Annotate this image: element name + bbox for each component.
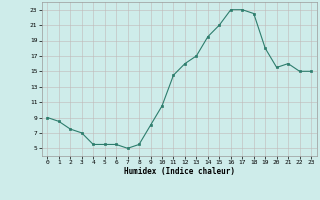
- X-axis label: Humidex (Indice chaleur): Humidex (Indice chaleur): [124, 167, 235, 176]
